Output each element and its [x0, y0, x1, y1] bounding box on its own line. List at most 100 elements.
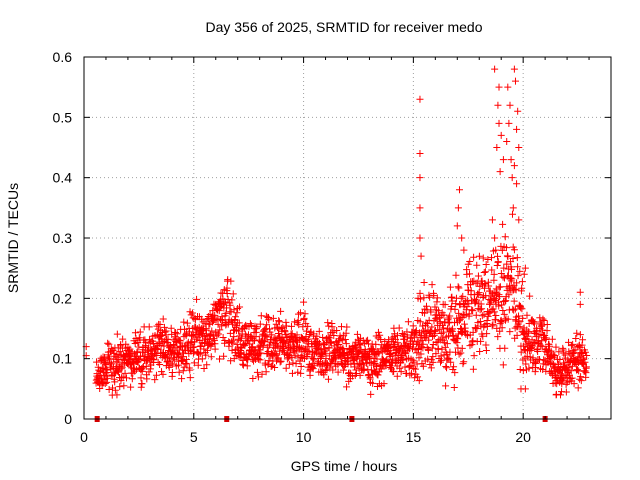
data-point [239, 361, 247, 369]
data-point [262, 332, 270, 340]
data-point [343, 383, 351, 391]
data-point [231, 313, 239, 321]
data-point [256, 356, 264, 364]
data-point [455, 284, 463, 292]
data-point [506, 101, 514, 109]
data-point [463, 303, 471, 311]
data-point [219, 334, 227, 342]
data-point [488, 266, 496, 274]
data-point [577, 373, 585, 381]
data-point [157, 342, 165, 350]
data-point [200, 364, 208, 372]
data-point [540, 356, 548, 364]
data-point [515, 216, 523, 224]
data-point [233, 340, 241, 348]
data-point [565, 348, 573, 356]
data-point [113, 330, 121, 338]
data-point [229, 290, 237, 298]
data-point [293, 337, 301, 345]
data-point [485, 309, 493, 317]
data-point [463, 296, 471, 304]
data-point [445, 355, 453, 363]
data-point [287, 332, 295, 340]
data-point [186, 366, 194, 374]
data-point [269, 314, 277, 322]
data-point [268, 331, 276, 339]
data-point [162, 327, 170, 335]
data-point [107, 345, 115, 353]
data-point [237, 334, 245, 342]
data-point [113, 391, 121, 399]
data-point [548, 359, 556, 367]
data-point [513, 279, 521, 287]
data-point [367, 390, 375, 398]
data-point [431, 328, 439, 336]
data-point [377, 335, 385, 343]
data-point [229, 320, 237, 328]
data-point [470, 253, 478, 261]
data-point [490, 308, 498, 316]
data-point [484, 255, 492, 263]
data-point [266, 341, 274, 349]
data-point [178, 375, 186, 383]
data-point [465, 310, 473, 318]
data-point [137, 374, 145, 382]
data-point [136, 356, 144, 364]
data-point [409, 322, 417, 330]
data-point [430, 292, 438, 300]
data-point [347, 360, 355, 368]
data-point [514, 107, 522, 115]
data-point [193, 295, 201, 303]
data-point [475, 289, 483, 297]
data-point [186, 328, 194, 336]
data-point [454, 283, 462, 291]
data-point [576, 331, 584, 339]
data-point [495, 302, 503, 310]
data-point [281, 328, 289, 336]
data-point [556, 355, 564, 363]
data-point [446, 283, 454, 291]
data-point [360, 365, 368, 373]
data-point [342, 340, 350, 348]
data-point [447, 358, 455, 366]
data-point [227, 277, 235, 285]
data-point [267, 363, 275, 371]
data-point [372, 340, 380, 348]
data-point [416, 174, 424, 182]
data-point [483, 330, 491, 338]
data-point [103, 378, 111, 386]
data-point [457, 349, 465, 357]
x-tick-label: 5 [190, 429, 198, 445]
data-point [448, 297, 456, 305]
data-point [356, 371, 364, 379]
data-point [511, 77, 519, 85]
data-point [469, 307, 477, 315]
data-point [469, 328, 477, 336]
data-point [120, 382, 128, 390]
data-point [469, 337, 477, 345]
data-point [198, 355, 206, 363]
data-point [329, 366, 337, 374]
data-point [416, 234, 424, 242]
data-point [460, 358, 468, 366]
data-point [276, 347, 284, 355]
data-point [338, 359, 346, 367]
data-point [408, 337, 416, 345]
data-point [526, 292, 534, 300]
data-point [552, 343, 560, 351]
data-point [429, 358, 437, 366]
data-point [310, 362, 318, 370]
data-point [574, 384, 582, 392]
data-point [145, 368, 153, 376]
data-point [444, 354, 452, 362]
data-point [498, 324, 506, 332]
data-point [576, 300, 584, 308]
data-point [497, 131, 505, 139]
data-point [376, 331, 384, 339]
data-point [542, 335, 550, 343]
data-point [573, 366, 581, 374]
data-point [494, 252, 502, 260]
data-point [322, 355, 330, 363]
data-point [115, 368, 123, 376]
